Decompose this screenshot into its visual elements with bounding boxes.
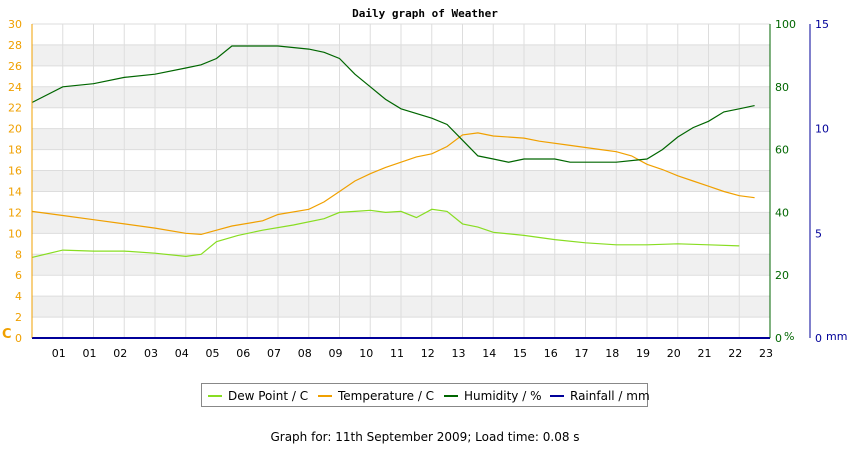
legend: Dew Point / C Temperature / C Humidity /… (201, 383, 650, 407)
series-line-temperature-c (31, 132, 755, 236)
legend-swatch (318, 395, 332, 397)
x-tick-label: 13 (452, 347, 466, 360)
x-tick-label: 04 (175, 347, 189, 360)
rainfall-axis-unit: mm (826, 330, 847, 343)
left-tick-label: 4 (15, 290, 22, 303)
left-tick-label: 10 (8, 227, 22, 240)
graph-footer: Graph for: 11th September 2009; Load tim… (270, 430, 580, 444)
humidity-tick-label: 0 (775, 332, 782, 345)
x-tick-label: 02 (113, 347, 127, 360)
x-tick-label: 06 (236, 347, 250, 360)
left-tick-label: 14 (8, 185, 22, 198)
x-tick-label: 09 (329, 347, 343, 360)
rainfall-tick-label: 5 (815, 227, 822, 240)
legend-swatch (444, 395, 458, 397)
x-tick-label: 11 (390, 347, 404, 360)
x-tick-label: 07 (267, 347, 281, 360)
axes-group (31, 24, 811, 339)
legend-swatch (550, 395, 564, 397)
left-axis-unit: C (2, 327, 12, 342)
legend-label: Temperature / C (338, 389, 435, 403)
legend-swatch (208, 395, 222, 397)
x-tick-label: 10 (359, 347, 373, 360)
left-tick-label: 18 (8, 144, 22, 157)
rainfall-tick-label: 15 (815, 18, 829, 31)
left-tick-label: 22 (8, 102, 22, 115)
x-tick-label: 22 (728, 347, 742, 360)
x-tick-label: 19 (636, 347, 650, 360)
humidity-tick-label: 40 (775, 206, 789, 219)
x-tick-label: 17 (575, 347, 589, 360)
left-tick-label: 8 (15, 248, 22, 261)
x-tick-label: 15 (513, 347, 527, 360)
legend-label: Dew Point / C (228, 389, 309, 403)
x-tick-label: 16 (544, 347, 558, 360)
humidity-tick-label: 80 (775, 81, 789, 94)
left-tick-label: 20 (8, 123, 22, 136)
left-tick-label: 12 (8, 206, 22, 219)
x-tick-label: 21 (698, 347, 712, 360)
legend-label: Rainfall / mm (570, 389, 650, 403)
x-tick-label: 12 (421, 347, 435, 360)
x-tick-label: 23 (759, 347, 773, 360)
series-line-humidity (31, 45, 755, 163)
x-tick-label: 03 (144, 347, 158, 360)
series-line-dew-point-c (31, 208, 740, 258)
rainfall-tick-label: 0 (815, 332, 822, 345)
left-tick-label: 16 (8, 165, 22, 178)
humidity-tick-label: 60 (775, 144, 789, 157)
left-tick-label: 30 (8, 18, 22, 31)
rainfall-tick-label: 10 (815, 123, 829, 136)
left-tick-label: 6 (15, 269, 22, 282)
chart-title: Daily graph of Weather (352, 7, 498, 20)
x-tick-label: 08 (298, 347, 312, 360)
x-tick-label: 18 (605, 347, 619, 360)
x-tick-label: 05 (206, 347, 220, 360)
x-tick-label: 20 (667, 347, 681, 360)
left-tick-label: 26 (8, 60, 22, 73)
x-tick-label: 14 (482, 347, 496, 360)
x-tick-label: 01 (83, 347, 97, 360)
grid-lines (31, 23, 771, 339)
left-tick-label: 28 (8, 39, 22, 52)
x-tick-label: 01 (52, 347, 66, 360)
left-tick-label: 24 (8, 81, 22, 94)
legend-label: Humidity / % (464, 389, 542, 403)
x-axis-ticks: 01 01 02 03 04 05 06 07 08 09 10 11 12 13 14 15 16 17 18 19… (52, 347, 773, 360)
left-tick-label: 0 (15, 332, 22, 345)
humidity-axis-unit: % (784, 330, 794, 343)
humidity-axis-ticks: 0 20 40 60 80 100 (775, 18, 796, 345)
humidity-tick-label: 20 (775, 269, 789, 282)
humidity-tick-label: 100 (775, 18, 796, 31)
left-tick-label: 2 (15, 311, 22, 324)
rainfall-axis-ticks: 0 5 10 15 (815, 18, 829, 345)
